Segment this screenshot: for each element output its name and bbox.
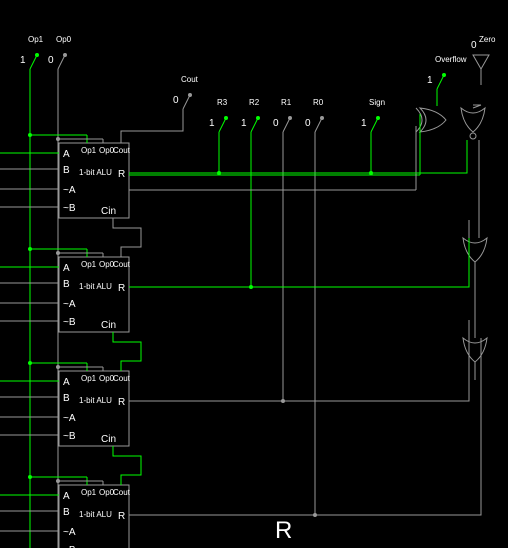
svg-text:B: B: [63, 393, 70, 404]
svg-text:~B: ~B: [63, 317, 76, 328]
svg-text:~A: ~A: [63, 527, 76, 538]
svg-text:A: A: [63, 377, 70, 388]
svg-text:1-bit ALU: 1-bit ALU: [79, 282, 112, 291]
svg-text:0: 0: [471, 40, 477, 51]
svg-text:Sign: Sign: [369, 98, 385, 107]
svg-text:Cout: Cout: [113, 260, 131, 269]
svg-text:R: R: [118, 397, 125, 408]
svg-text:~A: ~A: [63, 413, 76, 424]
svg-text:Zero: Zero: [479, 35, 496, 44]
svg-text:Op0: Op0: [56, 35, 72, 44]
svg-text:A: A: [63, 149, 70, 160]
svg-text:0: 0: [173, 95, 179, 106]
svg-text:R2: R2: [249, 98, 260, 107]
svg-text:1: 1: [209, 118, 215, 129]
svg-text:Cout: Cout: [181, 75, 199, 84]
svg-text:1: 1: [241, 118, 247, 129]
svg-text:Cout: Cout: [113, 488, 131, 497]
svg-text:~B: ~B: [63, 431, 76, 442]
svg-text:B: B: [63, 507, 70, 518]
svg-text:Op1: Op1: [81, 488, 97, 497]
svg-text:0: 0: [273, 118, 279, 129]
svg-text:Op1: Op1: [28, 35, 44, 44]
svg-text:R: R: [275, 517, 292, 544]
svg-text:R: R: [118, 283, 125, 294]
svg-text:~A: ~A: [63, 185, 76, 196]
svg-text:B: B: [63, 279, 70, 290]
svg-text:Cout: Cout: [113, 146, 131, 155]
svg-text:R3: R3: [217, 98, 228, 107]
svg-text:0: 0: [48, 55, 54, 66]
svg-text:1-bit ALU: 1-bit ALU: [79, 510, 112, 519]
svg-text:0: 0: [305, 118, 311, 129]
svg-text:~B: ~B: [63, 203, 76, 214]
svg-text:1: 1: [20, 55, 26, 66]
svg-text:A: A: [63, 491, 70, 502]
svg-text:R: R: [118, 511, 125, 522]
svg-text:R1: R1: [281, 98, 292, 107]
svg-text:Overflow: Overflow: [435, 55, 467, 64]
svg-text:A: A: [63, 263, 70, 274]
svg-text:Op1: Op1: [81, 374, 97, 383]
svg-text:1: 1: [427, 75, 433, 86]
svg-text:Cout: Cout: [113, 374, 131, 383]
svg-text:~A: ~A: [63, 299, 76, 310]
svg-text:B: B: [63, 165, 70, 176]
svg-text:1-bit ALU: 1-bit ALU: [79, 396, 112, 405]
svg-text:Op1: Op1: [81, 146, 97, 155]
svg-text:Cin: Cin: [101, 320, 116, 331]
svg-text:R0: R0: [313, 98, 324, 107]
svg-text:1: 1: [361, 118, 367, 129]
svg-text:1-bit ALU: 1-bit ALU: [79, 168, 112, 177]
svg-text:R: R: [118, 169, 125, 180]
svg-text:Cin: Cin: [101, 434, 116, 445]
svg-text:Op1: Op1: [81, 260, 97, 269]
svg-text:Cin: Cin: [101, 206, 116, 217]
